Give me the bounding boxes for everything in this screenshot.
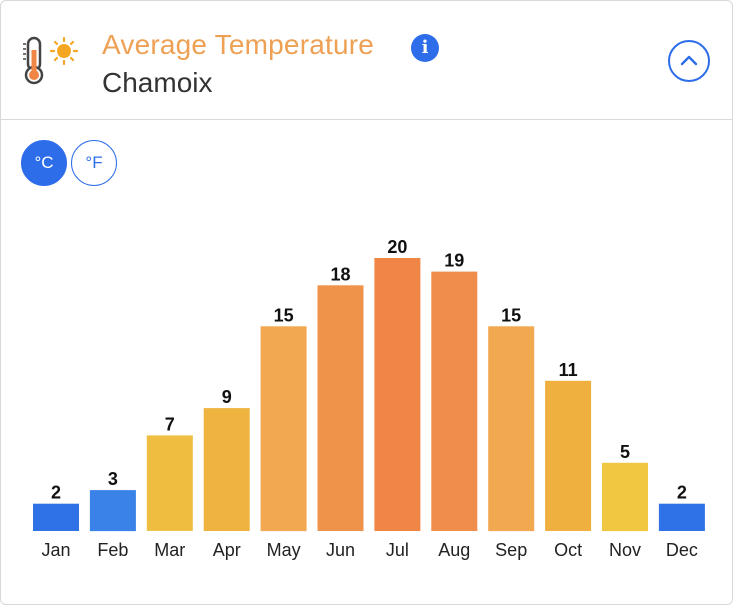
bar-jul [374, 258, 421, 531]
month-label-oct: Oct [554, 540, 582, 560]
value-label-oct: 11 [559, 360, 578, 380]
bar-mar [146, 435, 193, 531]
month-label-may: May [267, 540, 301, 560]
value-label-dec: 2 [677, 483, 687, 503]
value-label-nov: 5 [620, 442, 630, 462]
bar-dec [658, 503, 705, 531]
value-label-sep: 15 [501, 305, 521, 325]
value-label-jan: 2 [51, 483, 61, 503]
value-label-mar: 7 [165, 414, 175, 434]
bar-apr [203, 408, 250, 531]
bar-aug [431, 271, 478, 531]
location-name: Chamoix [102, 67, 213, 98]
month-label-dec: Dec [666, 540, 698, 560]
bar-jan [33, 503, 79, 531]
celsius-toggle[interactable]: °C [21, 140, 67, 186]
month-label-jun: Jun [326, 540, 355, 560]
value-label-jul: 20 [387, 237, 407, 257]
thermometer-sun-icon [23, 36, 79, 85]
fahrenheit-toggle[interactable]: °F [71, 140, 117, 186]
collapse-button[interactable] [668, 40, 710, 82]
bar-jun [317, 285, 364, 531]
month-label-aug: Aug [438, 540, 470, 560]
bar-feb [89, 490, 136, 532]
value-label-may: 15 [274, 305, 294, 325]
value-label-jun: 18 [330, 264, 350, 284]
month-label-jan: Jan [41, 540, 70, 560]
bar-sep [488, 326, 535, 532]
bar-nov [602, 462, 648, 532]
info-icon[interactable]: i [411, 34, 439, 62]
temperature-bar-chart: 2 Jan 3 Feb 7 Mar 9 Apr 15 May 18 Jun 20 Jul 19 Aug 15 Se… [33, 237, 705, 560]
card-header: Average Temperature Chamoix i [1, 1, 732, 120]
bar-oct [545, 380, 592, 531]
month-label-sep: Sep [495, 540, 527, 560]
month-label-mar: Mar [154, 540, 185, 560]
chevron-up-icon [680, 55, 698, 66]
bar-may [260, 326, 307, 532]
month-label-nov: Nov [609, 540, 641, 560]
value-label-apr: 9 [222, 387, 232, 407]
month-label-feb: Feb [97, 540, 128, 560]
month-label-jul: Jul [386, 540, 409, 560]
value-label-feb: 3 [108, 469, 118, 489]
value-label-aug: 19 [444, 251, 464, 271]
month-label-apr: Apr [213, 540, 241, 560]
card-title: Average Temperature [102, 29, 375, 60]
